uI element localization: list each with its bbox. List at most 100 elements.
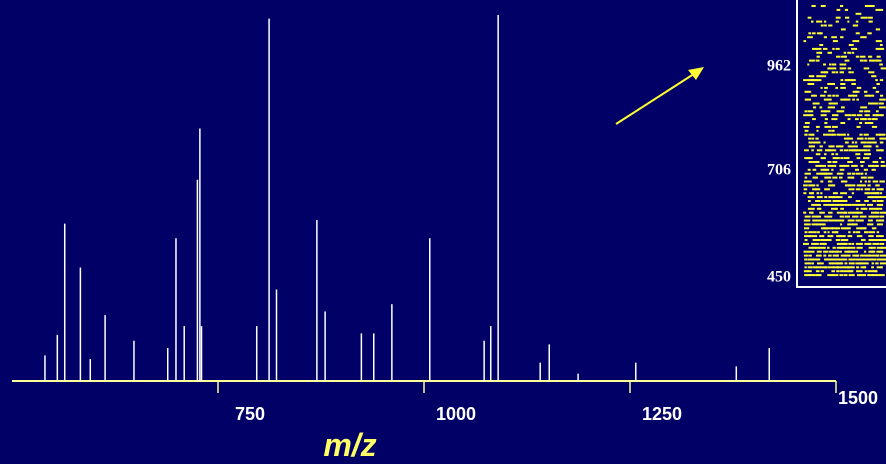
inset-dot — [816, 130, 818, 132]
inset-dot — [840, 64, 844, 66]
inset-dot — [855, 91, 857, 93]
inset-dot — [828, 130, 831, 132]
inset-dot — [852, 145, 858, 147]
inset-dot — [848, 188, 854, 190]
inset-dot — [868, 270, 871, 272]
inset-dot — [832, 145, 835, 147]
inset-dot — [872, 200, 876, 202]
inset-dot — [808, 142, 812, 144]
inset-dot — [805, 122, 810, 124]
inset-dot — [860, 149, 865, 151]
inset-dot — [841, 106, 845, 108]
inset-dot — [813, 106, 816, 108]
inset-dot — [832, 126, 838, 128]
inset-dot — [831, 274, 835, 276]
inset-dot — [804, 255, 808, 257]
inset-dot — [808, 200, 811, 202]
inset-dot — [856, 231, 860, 233]
inset-dot — [881, 114, 884, 116]
inset-dot — [803, 79, 809, 81]
inset-dot — [852, 192, 854, 194]
inset-dot — [844, 239, 849, 241]
inset-dot — [836, 270, 840, 272]
inset-dot — [824, 177, 831, 179]
inset-dot — [807, 36, 813, 38]
inset-dot — [861, 243, 863, 245]
inset-dot — [881, 259, 886, 261]
inset-dot — [805, 177, 808, 179]
inset-dot — [868, 255, 873, 257]
inset-dot — [820, 95, 825, 97]
inset-dot — [876, 220, 882, 222]
inset-dot — [859, 262, 864, 264]
inset-dot — [808, 169, 811, 171]
inset-dot — [813, 169, 817, 171]
inset-dot — [805, 130, 809, 132]
inset-dot — [840, 79, 843, 81]
inset-dot — [876, 60, 881, 62]
inset-dot — [840, 192, 844, 194]
inset-dot — [804, 227, 809, 229]
inset-dot — [832, 177, 837, 179]
inset-dot — [835, 157, 839, 159]
inset-dot — [868, 231, 875, 233]
inset-dot — [844, 212, 847, 214]
inset-dot — [813, 177, 816, 179]
inset-dot — [853, 25, 858, 27]
inset-dot — [852, 40, 859, 42]
inset-dot — [840, 5, 843, 7]
inset-dot — [853, 95, 857, 97]
inset-dot — [804, 262, 810, 264]
inset-dot — [836, 227, 841, 229]
inset-dot — [868, 181, 871, 183]
inset-dot — [840, 145, 843, 147]
background — [0, 0, 886, 464]
inset-dot — [848, 196, 852, 198]
inset-dot — [840, 71, 844, 73]
inset-dot — [880, 235, 883, 237]
inset-dot — [855, 259, 862, 261]
inset-dot — [845, 142, 849, 144]
inset-dot — [859, 220, 863, 222]
inset-dot — [864, 149, 867, 151]
inset-dot — [864, 262, 869, 264]
inset-dot — [868, 220, 873, 222]
inset-dot — [804, 220, 811, 222]
inset-dot — [848, 204, 851, 206]
inset-tick-label: 450 — [767, 269, 791, 286]
inset-dot — [831, 169, 833, 171]
inset-dot — [829, 200, 831, 202]
inset-dot — [807, 110, 813, 112]
inset-dot — [879, 216, 884, 218]
inset-dot — [833, 67, 837, 69]
inset-dot — [827, 161, 831, 163]
inset-dot — [816, 177, 818, 179]
inset-dot — [816, 126, 820, 128]
inset-dot — [817, 262, 824, 264]
inset-dot — [852, 99, 855, 101]
inset-dot — [860, 60, 864, 62]
inset-dot — [877, 231, 880, 233]
inset-dot — [861, 142, 867, 144]
inset-dot — [831, 130, 834, 132]
inset-dot — [855, 118, 859, 120]
inset-dot — [807, 83, 814, 85]
inset-dot — [876, 28, 880, 30]
inset-dot — [843, 235, 845, 237]
inset-dot — [827, 247, 829, 249]
inset-dot — [852, 79, 856, 81]
inset-dot — [823, 220, 828, 222]
inset-dot — [812, 134, 814, 136]
inset-dot — [847, 21, 849, 23]
inset-dot — [820, 145, 823, 147]
inset-dot — [864, 60, 867, 62]
inset-dot — [868, 56, 872, 58]
inset-dot — [851, 270, 853, 272]
inset-dot — [831, 259, 837, 261]
inset-dot — [803, 212, 806, 214]
inset-dot — [819, 196, 821, 198]
inset-dot — [855, 153, 860, 155]
inset-dot — [861, 165, 864, 167]
inset-dot — [876, 91, 879, 93]
inset-dot — [824, 153, 826, 155]
